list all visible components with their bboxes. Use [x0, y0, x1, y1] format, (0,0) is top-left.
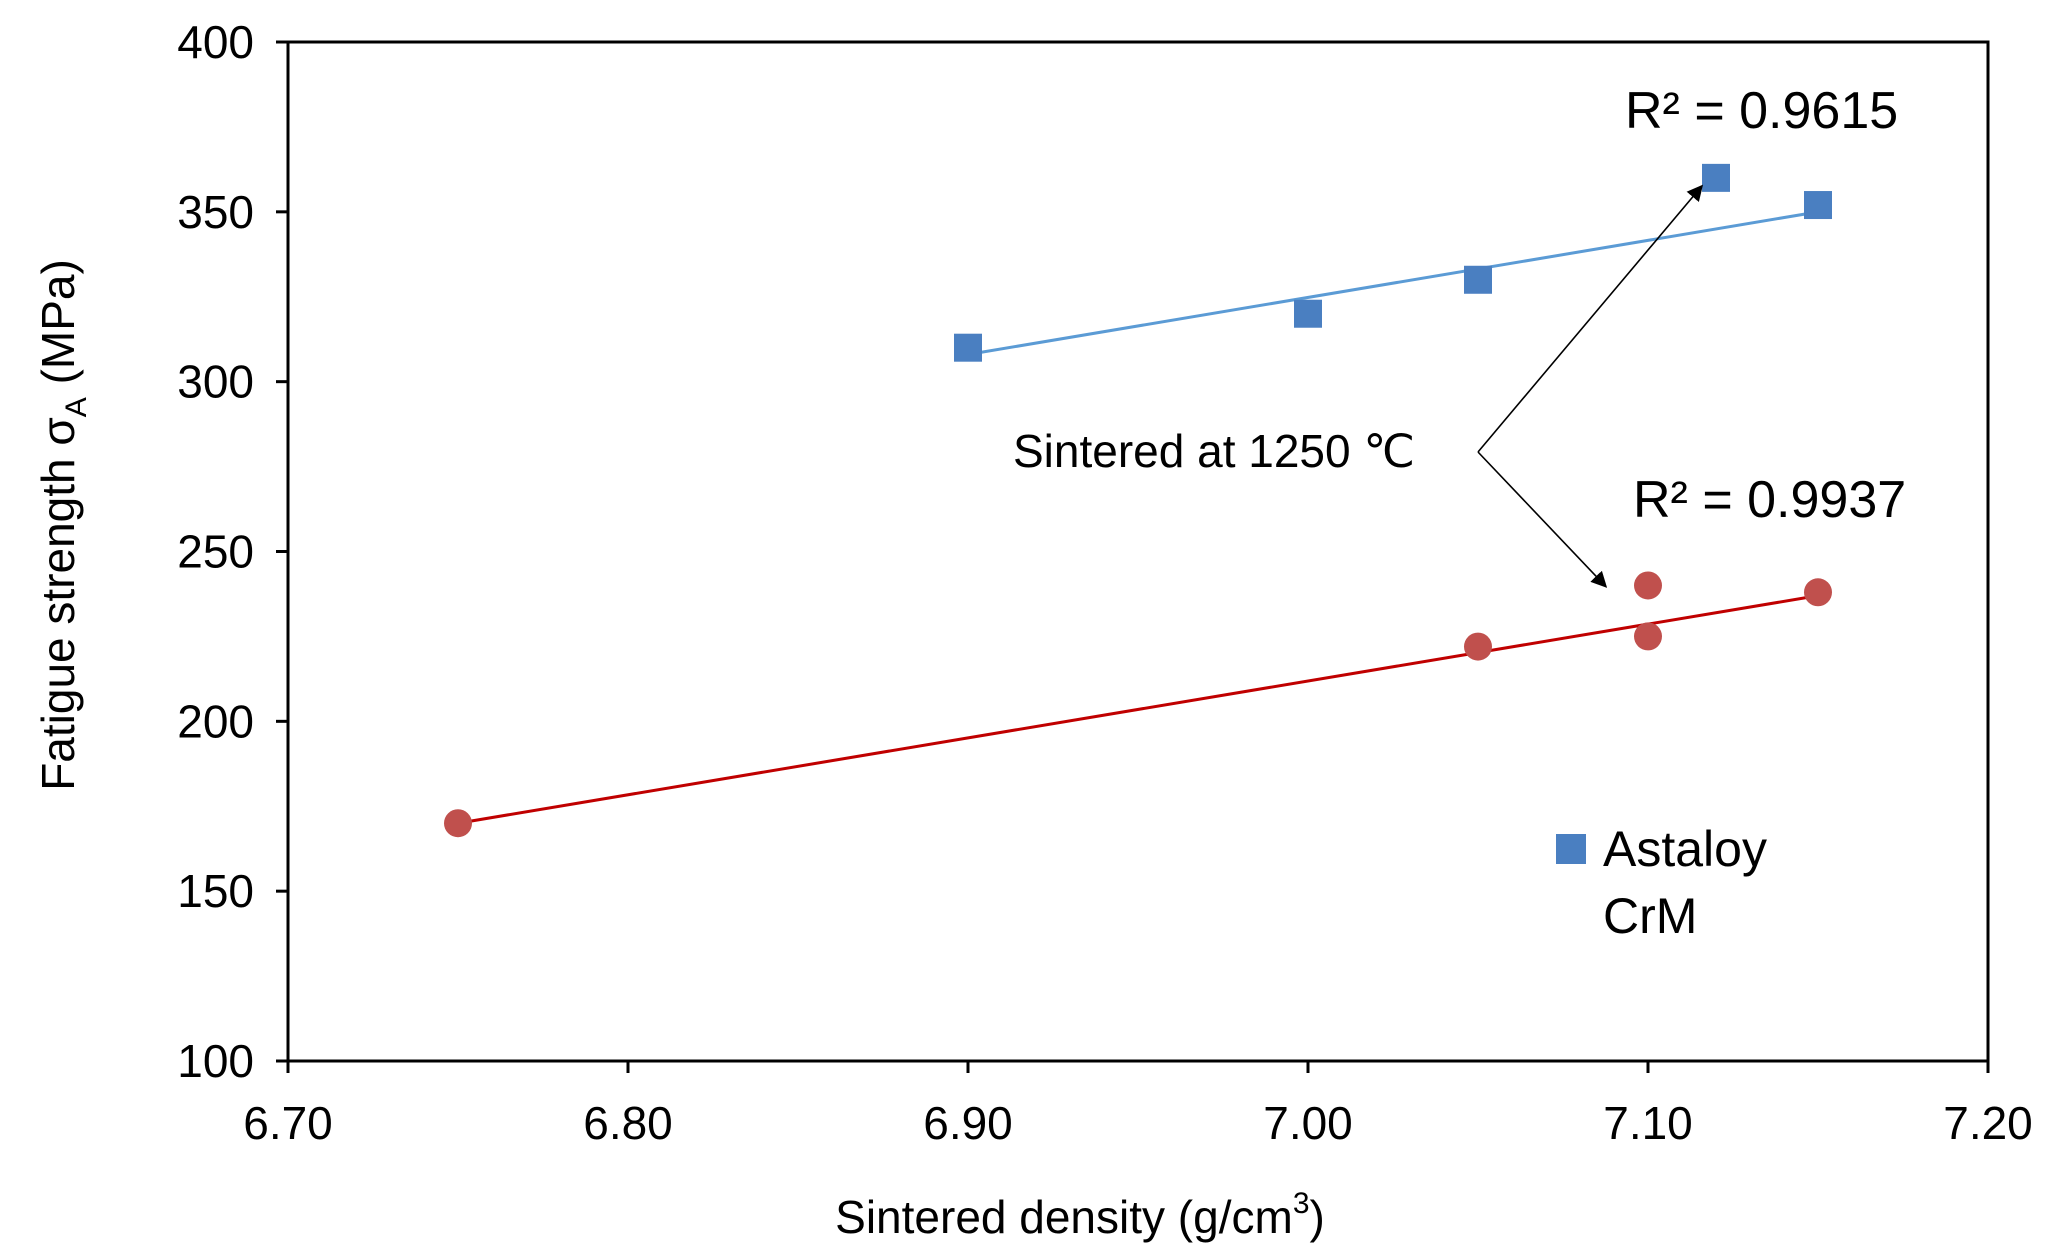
x-axis-title-superscript: 3	[1293, 1187, 1310, 1220]
data-point-circle	[444, 809, 472, 838]
data-point-circle	[1634, 622, 1662, 651]
x-tick-label: 7.10	[1603, 1097, 1693, 1149]
annotation-arrows	[1477, 184, 1704, 588]
y-tick-label: 150	[177, 865, 254, 917]
data-points	[444, 163, 1832, 838]
data-point-square	[1702, 163, 1730, 192]
x-tick-label: 6.90	[923, 1097, 1013, 1149]
y-tick-label: 400	[177, 16, 254, 68]
x-tick-label: 7.00	[1263, 1097, 1353, 1149]
x-axis-ticks: 6.70 6.80 6.90 7.00 7.10 7.20	[243, 1061, 2033, 1149]
y-axis-title: Fatigue strength σA (MPa)	[32, 259, 93, 791]
trendlines	[457, 210, 1819, 825]
y-tick-label: 100	[177, 1035, 254, 1087]
annotation-text: Sintered at 1250 ℃	[1013, 425, 1415, 477]
data-point-square	[1804, 191, 1832, 220]
x-axis-title-close: )	[1310, 1191, 1325, 1243]
legend-label-line1: Astaloy	[1603, 821, 1767, 877]
trendline-series-2	[457, 594, 1819, 825]
y-tick-label: 350	[177, 186, 254, 238]
x-axis-title: Sintered density (g/cm3)	[835, 1187, 1325, 1243]
data-point-square	[1464, 265, 1492, 294]
y-axis-ticks: 100 150 200 250 300 350 400	[177, 16, 288, 1087]
annotation-arrow-upper	[1477, 184, 1704, 453]
data-point-square	[954, 333, 982, 362]
y-axis-title-subscript: A	[60, 397, 93, 417]
x-axis-title-main: Sintered density (g/cm	[835, 1191, 1293, 1243]
data-point-circle	[1804, 578, 1832, 607]
y-axis-title-units: (MPa)	[32, 259, 84, 397]
data-point-circle	[1634, 571, 1662, 600]
legend: Astaloy CrM	[1556, 821, 1767, 944]
y-tick-label: 250	[177, 526, 254, 578]
plot-area-frame	[286, 40, 1990, 1063]
x-tick-label: 6.80	[583, 1097, 673, 1149]
r-squared-label-red-series: R² = 0.9937	[1633, 471, 1906, 529]
trendline-series-1	[967, 210, 1819, 356]
x-tick-label: 7.20	[1943, 1097, 2033, 1149]
y-axis-title-main: Fatigue strength σ	[32, 417, 84, 791]
y-tick-label: 300	[177, 356, 254, 408]
legend-marker-square	[1556, 834, 1586, 864]
data-point-circle	[1464, 632, 1492, 661]
data-point-square	[1294, 299, 1322, 328]
x-tick-label: 6.70	[243, 1097, 333, 1149]
y-tick-label: 200	[177, 695, 254, 747]
r-squared-label-astaloy: R² = 0.9615	[1625, 82, 1898, 140]
annotation-arrow-lower	[1477, 451, 1608, 588]
legend-label-line2: CrM	[1603, 888, 1697, 944]
